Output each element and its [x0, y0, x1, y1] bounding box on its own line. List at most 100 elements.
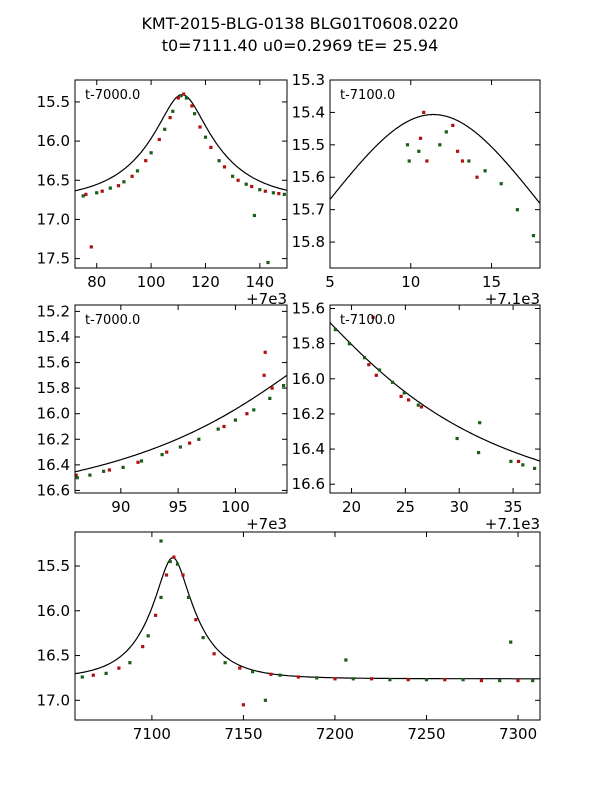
y-tick-label: 16.5	[37, 647, 70, 665]
data-point-green	[149, 151, 153, 155]
data-point-red	[374, 373, 378, 377]
y-tick-label: 16.2	[292, 405, 325, 423]
x-tick-label: 120	[191, 273, 220, 291]
data-point-green	[160, 453, 164, 457]
data-point-red	[479, 679, 483, 683]
y-tick-label: 16.0	[37, 132, 70, 150]
data-point-red	[222, 424, 226, 429]
data-point-green	[477, 451, 481, 455]
data-point-red	[144, 159, 148, 163]
axes-frame	[74, 79, 288, 269]
data-point-red	[89, 245, 93, 249]
data-point-red	[263, 189, 267, 193]
data-point-green	[515, 208, 519, 212]
x-tick-label: 100	[137, 273, 166, 291]
x-offset-label: +7e3	[246, 290, 287, 308]
data-point-red	[198, 125, 202, 129]
x-offset-label: +7e3	[246, 515, 287, 533]
data-point-green	[509, 459, 513, 463]
data-point-red	[165, 450, 169, 454]
data-point-red	[209, 145, 213, 149]
data-point-red	[100, 189, 104, 193]
data-point-green	[315, 676, 319, 680]
data-point-red	[263, 350, 267, 354]
data-point-green	[95, 191, 99, 195]
data-point-green	[128, 661, 132, 665]
data-point-green	[402, 391, 406, 395]
panel-1: 80 100 120 140 15.5 16.0 16.5 17.0 17.5 t-7000.0 +…	[37, 79, 288, 308]
axes-frame	[74, 531, 541, 721]
data-point-green	[282, 192, 286, 196]
data-point-red	[154, 613, 158, 617]
data-point-red	[107, 468, 111, 472]
data-point-red	[269, 672, 273, 676]
data-point-green	[163, 127, 167, 131]
data-point-red	[270, 386, 274, 390]
y-tick-label: 15.8	[292, 335, 325, 353]
data-point-green	[139, 459, 144, 463]
x-tick-label: 10	[401, 273, 420, 291]
x-tick-label: 100	[221, 498, 250, 516]
data-point-red	[516, 679, 520, 683]
data-point-green	[104, 671, 108, 675]
y-tick-label: 15.3	[292, 71, 325, 89]
y-tick-label: 17.0	[37, 691, 70, 709]
data-point-red	[168, 116, 172, 120]
data-point-red	[245, 412, 249, 416]
data-point-red	[116, 184, 121, 188]
data-point-green	[405, 143, 410, 147]
data-point-green	[455, 436, 459, 441]
data-point-red	[460, 159, 465, 163]
data-point-red	[222, 165, 227, 169]
model-curve	[75, 374, 287, 473]
data-point-green	[362, 356, 367, 360]
data-point-red	[262, 373, 266, 377]
data-point-red	[74, 473, 78, 477]
data-point-green	[171, 109, 175, 113]
y-tick-label: 16.0	[37, 602, 70, 620]
data-point-red	[117, 666, 121, 670]
x-tick-label: 15	[482, 273, 501, 291]
data-point-green	[498, 679, 502, 683]
data-point-green	[121, 465, 125, 469]
y-tick-label: 15.8	[37, 379, 70, 397]
data-point-green	[175, 562, 180, 566]
x-tick-label: 7250	[407, 725, 445, 743]
y-tick-label: 15.6	[292, 168, 325, 186]
data-point-green	[178, 445, 182, 449]
data-point-red	[406, 678, 410, 682]
data-point-green	[438, 143, 442, 147]
x-tick-label: 7300	[499, 725, 537, 743]
data-point-red	[333, 677, 337, 681]
data-point-green	[184, 96, 188, 100]
panel-time-label: t-7100.0	[340, 313, 395, 328]
x-tick-label: 35	[504, 498, 523, 516]
data-point-red	[451, 123, 455, 127]
chart-title-line-1: KMT-2015-BLG-0138 BLG01T0608.0220	[141, 14, 459, 33]
data-point-green	[102, 469, 106, 473]
data-point-red	[84, 192, 88, 196]
data-point-red	[136, 460, 140, 464]
data-point-green	[278, 673, 282, 677]
data-point-green	[478, 421, 482, 425]
data-point-red	[91, 673, 95, 677]
x-tick-label: 90	[111, 498, 130, 516]
data-point-red	[475, 175, 479, 179]
data-point-green	[252, 408, 256, 412]
data-point-green	[282, 384, 286, 388]
data-point-green	[333, 328, 337, 332]
y-tick-label: 17.5	[37, 250, 70, 268]
data-point-red	[236, 178, 240, 182]
data-point-green	[203, 135, 208, 139]
data-point-green	[217, 159, 221, 163]
y-tick-label: 15.6	[37, 354, 70, 372]
data-point-green	[201, 636, 205, 640]
y-tick-label: 16.6	[292, 475, 325, 493]
data-point-red	[164, 573, 169, 577]
data-point-red	[296, 675, 300, 679]
x-tick-label: 5	[325, 273, 335, 291]
data-point-green	[231, 174, 235, 178]
data-point-green	[407, 159, 411, 163]
x-tick-label: 7200	[316, 725, 354, 743]
data-point-red	[367, 363, 371, 367]
